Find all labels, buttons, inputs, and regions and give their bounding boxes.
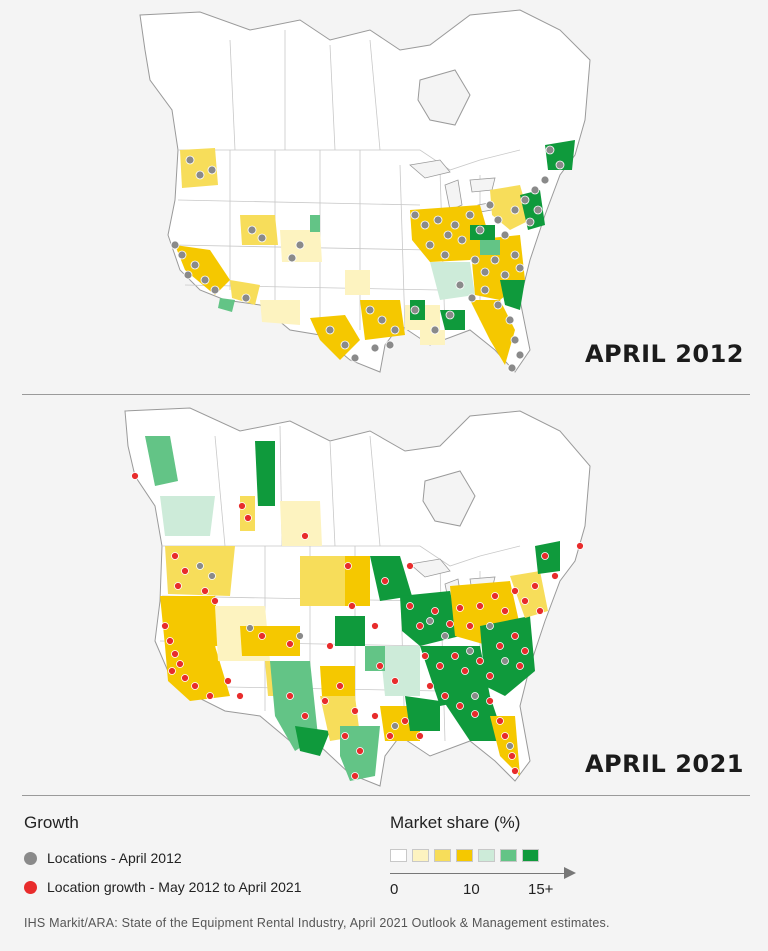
swatch-4 [478, 849, 495, 862]
legend-item-label: Location growth - May 2012 to April 2021 [47, 879, 302, 895]
panel-divider [22, 394, 750, 395]
map-title-2021: APRIL 2021 [584, 750, 744, 778]
legend-item-label: Locations - April 2012 [47, 850, 182, 866]
map-2012-canvas [139, 9, 591, 373]
swatch-5 [500, 849, 517, 862]
growth-legend-heading: Growth [24, 813, 79, 832]
locations-2012-markers [170, 145, 565, 373]
market-share-regions [145, 436, 560, 781]
scale-tick-15-plus: 15+ [528, 881, 554, 898]
location-growth-markers [131, 472, 584, 780]
legend-divider [22, 795, 750, 796]
scale-arrow-icon [564, 867, 576, 879]
locations-2012-markers [196, 562, 514, 750]
region-boundaries [174, 30, 521, 331]
market-share-color-scale [390, 849, 539, 862]
map-april-2021: APRIL 2021 [0, 396, 768, 794]
map-april-2012: APRIL 2012 [0, 0, 768, 393]
scale-tick-10: 10 [463, 881, 480, 898]
swatch-2 [434, 849, 451, 862]
swatch-0 [390, 849, 407, 862]
red-dot-icon [24, 880, 37, 894]
hudson-bay [422, 470, 476, 527]
legend-item-location-growth: Location growth - May 2012 to April 2021 [24, 879, 302, 895]
grey-dot-icon [24, 851, 37, 865]
legend-item-locations-2012: Locations - April 2012 [24, 850, 182, 866]
swatch-3 [456, 849, 473, 862]
swatch-6 [522, 849, 539, 862]
map-title-2012: APRIL 2012 [584, 340, 744, 368]
scale-axis-line [390, 873, 566, 874]
source-note: IHS Markit/ARA: State of the Equipment R… [24, 916, 610, 930]
swatch-1 [412, 849, 429, 862]
map-2021-canvas [124, 407, 591, 787]
hudson-bay [417, 69, 471, 126]
market-share-legend-heading: Market share (%) [390, 813, 521, 832]
scale-tick-0: 0 [390, 881, 399, 898]
